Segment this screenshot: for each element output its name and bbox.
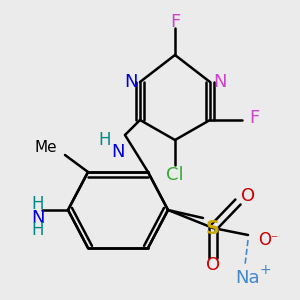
Text: O: O	[241, 187, 255, 205]
Text: N: N	[213, 73, 227, 91]
Text: S: S	[206, 218, 220, 238]
Text: N: N	[31, 209, 45, 227]
Text: O: O	[258, 231, 271, 249]
Text: F: F	[170, 13, 180, 31]
Text: ⁻: ⁻	[270, 233, 278, 247]
Text: F: F	[249, 109, 259, 127]
Text: Na: Na	[236, 269, 260, 287]
Text: +: +	[259, 263, 271, 277]
Text: H: H	[32, 221, 44, 239]
Text: Me: Me	[34, 140, 57, 155]
Text: N: N	[111, 143, 125, 161]
Text: N: N	[124, 73, 138, 91]
Text: H: H	[32, 195, 44, 213]
Text: Cl: Cl	[166, 166, 184, 184]
Text: H: H	[99, 131, 111, 149]
Text: O: O	[206, 256, 220, 274]
